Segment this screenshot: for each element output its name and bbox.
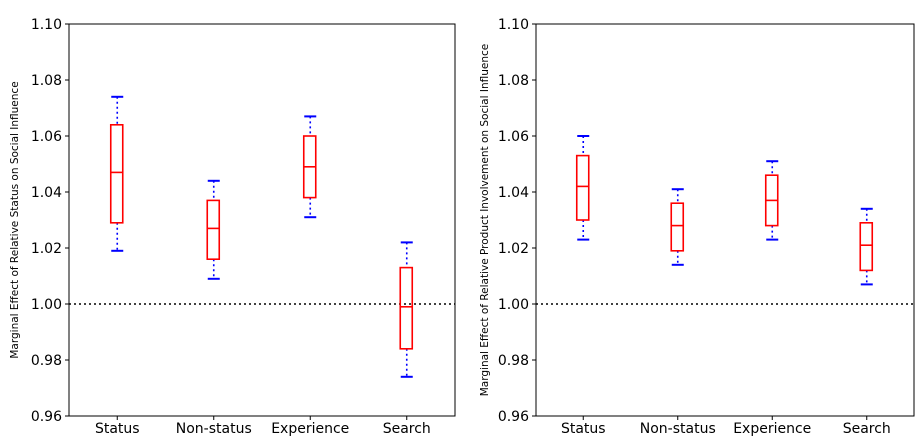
y-tick-label: 1.10 [498,17,529,33]
box-status [109,95,124,252]
y-tick-label: 1.00 [498,297,529,313]
y-tick-label: 0.98 [498,353,529,369]
box-non-status [206,179,221,280]
box-search [859,207,874,286]
iqr-box [206,199,221,260]
box-status [575,135,590,241]
x-tick-label: Experience [271,421,349,436]
x-tick-label: Non-status [640,421,716,436]
x-tick-label: Status [561,421,606,436]
y-tick-label: 1.06 [498,129,529,145]
x-tick-label: Status [95,421,140,436]
x-tick-label: Search [843,421,891,436]
y-axis-label: Marginal Effect of Relative Status on So… [9,81,21,358]
iqr-box [109,124,124,224]
axes-frame [68,23,456,417]
iqr-box [575,154,590,221]
y-tick-label: 1.06 [31,129,62,145]
chart-panel-2: 0.96 0.98 1.00 1.02 1.04 1.06 1.08 1.10 Status No… [479,17,915,436]
iqr-box [670,202,685,252]
y-axis-label: Marginal Effect of Relative Product Invo… [479,44,491,396]
box-experience [302,115,317,219]
chart-panel-1: 0.96 0.98 1.00 1.02 1.04 1.06 1.08 1.10 Status No… [9,17,456,436]
box-search [399,241,414,378]
x-tick-label: Search [383,421,431,436]
box-experience [764,160,779,241]
x-tick-label: Non-status [176,421,252,436]
box-non-status [670,188,685,266]
y-tick-label: 1.08 [31,73,62,89]
iqr-box [859,222,874,272]
y-tick-label: 0.98 [31,353,62,369]
iqr-box [399,266,414,350]
y-tick-label: 1.04 [31,185,62,201]
y-tick-label: 0.96 [31,409,62,425]
y-tick-label: 1.08 [498,73,529,89]
y-tick-label: 1.00 [31,297,62,313]
axes-frame [535,23,915,417]
y-tick-label: 0.96 [498,409,529,425]
y-tick-label: 1.02 [498,241,529,257]
y-tick-label: 1.04 [498,185,529,201]
y-tick-label: 1.02 [31,241,62,257]
x-tick-label: Experience [733,421,811,436]
y-tick-label: 1.10 [31,17,62,33]
